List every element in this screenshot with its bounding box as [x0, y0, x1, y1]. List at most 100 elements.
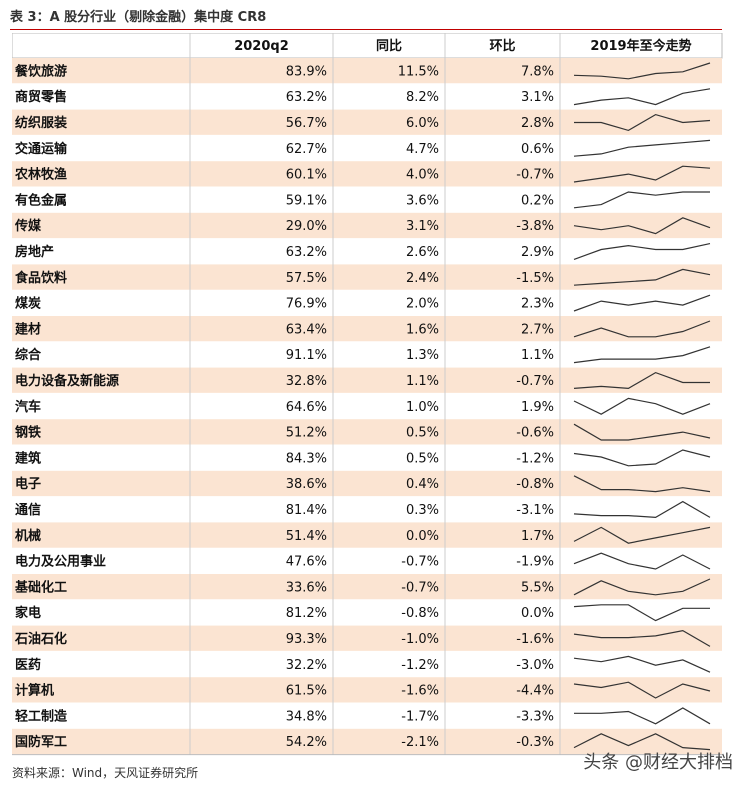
cell: -1.9%: [516, 555, 554, 570]
cell: 1.1%: [521, 348, 554, 363]
cell: 3.1%: [406, 219, 439, 234]
row-bg: [12, 316, 722, 342]
row-label: 电子: [15, 476, 41, 492]
sparkline: [573, 500, 711, 519]
row-label: 交通运输: [15, 141, 68, 157]
sparkline: [573, 165, 711, 183]
sparkline: [573, 371, 710, 390]
cell: -1.7%: [401, 709, 439, 724]
row-label: 建筑: [15, 450, 41, 466]
row-label: 钢铁: [15, 425, 41, 441]
cell: 1.0%: [406, 400, 439, 415]
cell: 1.7%: [521, 529, 554, 544]
cell: -0.3%: [516, 735, 554, 750]
cell: 63.2%: [286, 245, 327, 260]
sparkline: [573, 423, 711, 441]
cell: 1.6%: [406, 322, 439, 337]
cell: -0.8%: [401, 606, 439, 621]
sparkline: [573, 139, 711, 157]
cell: 6.0%: [406, 116, 439, 131]
cell: 0.4%: [406, 477, 439, 492]
cell: 63.2%: [286, 90, 327, 105]
cell: 0.3%: [406, 503, 439, 518]
cell: 83.9%: [286, 64, 327, 79]
sparkline: [573, 733, 711, 751]
row-bg: [12, 677, 722, 703]
row-label: 通信: [15, 502, 41, 518]
row-bg: [12, 651, 722, 678]
sparkline: [573, 191, 710, 209]
cell: 56.7%: [286, 116, 327, 131]
row-label: 煤炭: [15, 296, 41, 312]
sparkline: [573, 62, 711, 80]
cell: -0.7%: [401, 580, 439, 595]
cell: 0.2%: [521, 193, 554, 208]
cell: 0.6%: [521, 142, 554, 157]
cell: 2.4%: [406, 271, 439, 286]
row-label: 电力及公用事业: [15, 554, 106, 570]
cell: 33.6%: [286, 580, 327, 595]
cell: -1.2%: [401, 658, 439, 673]
row-label: 机械: [15, 528, 41, 544]
cell: -3.8%: [516, 219, 554, 234]
header-cell: 2019年至今走势: [590, 38, 691, 54]
cell: -0.7%: [401, 555, 439, 570]
cell: -1.0%: [401, 632, 439, 647]
title: 表 3：A 股分行业（剔除金融）集中度 CR8: [10, 10, 267, 25]
row-label: 商贸零售: [15, 89, 67, 105]
cell: 47.6%: [286, 555, 327, 570]
cell: -1.2%: [516, 451, 554, 466]
sparkline: [573, 346, 711, 364]
row-label: 综合: [15, 347, 42, 363]
cell: 0.0%: [406, 529, 439, 544]
cell: 62.7%: [286, 142, 327, 157]
cell: 32.8%: [286, 374, 327, 389]
row-bg: [12, 419, 722, 445]
header-row: [12, 33, 723, 59]
sparkline: [573, 268, 711, 286]
row-label: 纺织服装: [15, 115, 67, 131]
sparkline: [574, 707, 711, 725]
row-bg: [12, 238, 722, 265]
cell: 54.2%: [286, 735, 327, 750]
sparkline: [573, 655, 711, 673]
cell: 59.1%: [286, 193, 327, 208]
row-label: 石油石化: [14, 631, 67, 647]
cell: -3.3%: [516, 709, 554, 724]
sparkline: [573, 604, 710, 622]
cell: 8.2%: [406, 90, 439, 105]
cell: -0.6%: [516, 426, 554, 441]
row-label: 家电: [15, 605, 41, 621]
cell: 51.4%: [286, 529, 327, 544]
row-label: 餐饮旅游: [14, 63, 67, 79]
cell: 4.7%: [406, 142, 439, 157]
row-label: 有色金属: [15, 192, 67, 208]
sparkline: [573, 578, 711, 596]
cell: 2.7%: [521, 322, 554, 337]
cell: 7.8%: [521, 64, 554, 79]
cell: -3.1%: [516, 503, 554, 518]
cell: 34.8%: [286, 709, 327, 724]
row-bg: [12, 161, 722, 187]
row-bg: [12, 341, 722, 368]
row-label: 轻工制造: [15, 708, 68, 724]
cell: -1.6%: [516, 632, 554, 647]
cell: 2.0%: [406, 297, 439, 312]
cell: 91.1%: [286, 348, 327, 363]
row-bg: [12, 522, 722, 549]
row-bg: [12, 574, 722, 600]
cell: 81.4%: [286, 503, 327, 518]
cell: 61.5%: [286, 684, 327, 699]
source: 资料来源：Wind，天风证券研究所: [12, 766, 199, 780]
cell: 3.1%: [521, 90, 554, 105]
row-label: 汽车: [15, 399, 41, 415]
row-label: 建材: [15, 321, 41, 337]
cell: 57.5%: [286, 271, 327, 286]
row-label: 传媒: [14, 218, 42, 234]
cell: 11.5%: [398, 64, 439, 79]
cell: 0.5%: [406, 426, 439, 441]
cell: -3.0%: [516, 658, 554, 673]
row-bg: [12, 367, 722, 394]
cell: 1.3%: [406, 348, 439, 363]
